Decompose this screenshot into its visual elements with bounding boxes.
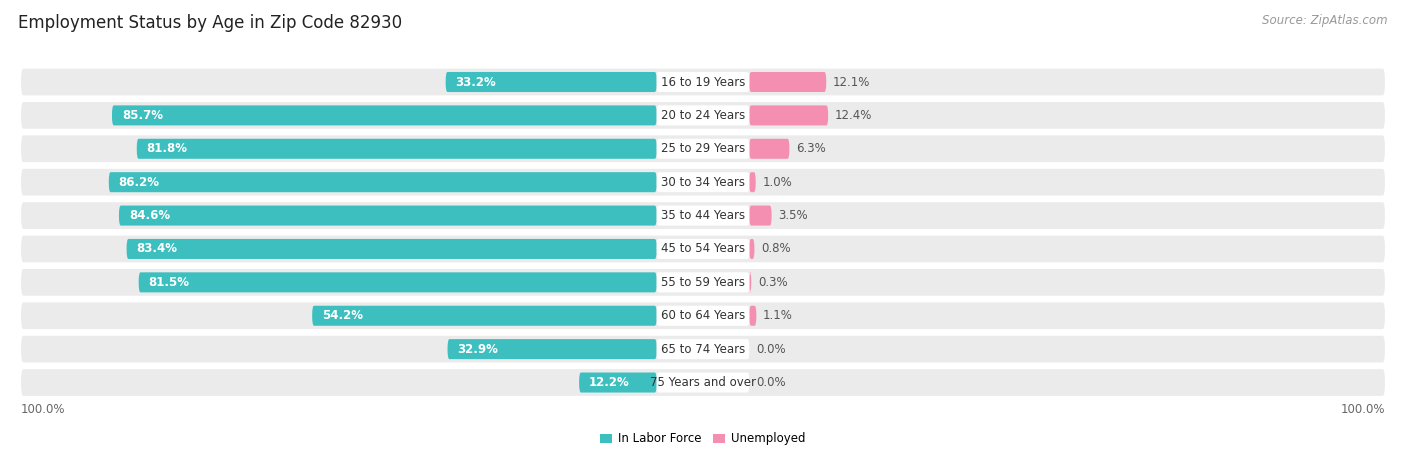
Text: 60 to 64 Years: 60 to 64 Years bbox=[661, 309, 745, 322]
FancyBboxPatch shape bbox=[21, 269, 1385, 296]
FancyBboxPatch shape bbox=[136, 139, 657, 159]
Text: 25 to 29 Years: 25 to 29 Years bbox=[661, 142, 745, 155]
Text: 45 to 54 Years: 45 to 54 Years bbox=[661, 243, 745, 255]
FancyBboxPatch shape bbox=[657, 106, 749, 125]
Text: 1.0%: 1.0% bbox=[762, 176, 792, 189]
FancyBboxPatch shape bbox=[749, 172, 755, 192]
Text: 55 to 59 Years: 55 to 59 Years bbox=[661, 276, 745, 289]
FancyBboxPatch shape bbox=[112, 106, 657, 125]
FancyBboxPatch shape bbox=[21, 235, 1385, 262]
FancyBboxPatch shape bbox=[21, 102, 1385, 129]
Text: 81.8%: 81.8% bbox=[146, 142, 187, 155]
FancyBboxPatch shape bbox=[657, 139, 749, 159]
Text: 86.2%: 86.2% bbox=[118, 176, 160, 189]
Text: 32.9%: 32.9% bbox=[457, 343, 498, 356]
Text: 12.1%: 12.1% bbox=[832, 75, 870, 88]
Text: 100.0%: 100.0% bbox=[1340, 403, 1385, 416]
Text: 84.6%: 84.6% bbox=[129, 209, 170, 222]
Text: 3.5%: 3.5% bbox=[778, 209, 808, 222]
FancyBboxPatch shape bbox=[579, 373, 657, 392]
Text: 12.2%: 12.2% bbox=[589, 376, 630, 389]
FancyBboxPatch shape bbox=[657, 206, 749, 226]
FancyBboxPatch shape bbox=[657, 373, 749, 392]
Text: 65 to 74 Years: 65 to 74 Years bbox=[661, 343, 745, 356]
FancyBboxPatch shape bbox=[120, 206, 657, 226]
Text: 83.4%: 83.4% bbox=[136, 243, 177, 255]
Text: Employment Status by Age in Zip Code 82930: Employment Status by Age in Zip Code 829… bbox=[18, 14, 402, 32]
FancyBboxPatch shape bbox=[657, 339, 749, 359]
Text: 35 to 44 Years: 35 to 44 Years bbox=[661, 209, 745, 222]
FancyBboxPatch shape bbox=[749, 306, 756, 326]
Text: 12.4%: 12.4% bbox=[835, 109, 872, 122]
FancyBboxPatch shape bbox=[446, 72, 657, 92]
FancyBboxPatch shape bbox=[447, 339, 657, 359]
Text: 0.3%: 0.3% bbox=[758, 276, 787, 289]
Text: 6.3%: 6.3% bbox=[796, 142, 825, 155]
FancyBboxPatch shape bbox=[21, 336, 1385, 363]
FancyBboxPatch shape bbox=[312, 306, 657, 326]
FancyBboxPatch shape bbox=[749, 239, 755, 259]
FancyBboxPatch shape bbox=[657, 72, 749, 92]
Text: 75 Years and over: 75 Years and over bbox=[650, 376, 756, 389]
Text: 30 to 34 Years: 30 to 34 Years bbox=[661, 176, 745, 189]
FancyBboxPatch shape bbox=[749, 139, 789, 159]
Text: 20 to 24 Years: 20 to 24 Years bbox=[661, 109, 745, 122]
Text: 85.7%: 85.7% bbox=[122, 109, 163, 122]
Text: 54.2%: 54.2% bbox=[322, 309, 363, 322]
Text: 81.5%: 81.5% bbox=[149, 276, 190, 289]
FancyBboxPatch shape bbox=[139, 272, 657, 292]
FancyBboxPatch shape bbox=[657, 272, 749, 292]
Text: Source: ZipAtlas.com: Source: ZipAtlas.com bbox=[1263, 14, 1388, 27]
Legend: In Labor Force, Unemployed: In Labor Force, Unemployed bbox=[600, 432, 806, 445]
FancyBboxPatch shape bbox=[657, 306, 749, 326]
FancyBboxPatch shape bbox=[749, 272, 751, 292]
Text: 0.0%: 0.0% bbox=[756, 376, 786, 389]
FancyBboxPatch shape bbox=[127, 239, 657, 259]
FancyBboxPatch shape bbox=[21, 169, 1385, 196]
FancyBboxPatch shape bbox=[749, 206, 772, 226]
Text: 33.2%: 33.2% bbox=[456, 75, 496, 88]
Text: 100.0%: 100.0% bbox=[21, 403, 66, 416]
FancyBboxPatch shape bbox=[21, 302, 1385, 329]
Text: 0.8%: 0.8% bbox=[761, 243, 790, 255]
FancyBboxPatch shape bbox=[749, 72, 827, 92]
FancyBboxPatch shape bbox=[108, 172, 657, 192]
Text: 0.0%: 0.0% bbox=[756, 343, 786, 356]
FancyBboxPatch shape bbox=[21, 369, 1385, 396]
FancyBboxPatch shape bbox=[749, 106, 828, 125]
FancyBboxPatch shape bbox=[21, 135, 1385, 162]
FancyBboxPatch shape bbox=[657, 172, 749, 192]
FancyBboxPatch shape bbox=[657, 239, 749, 259]
FancyBboxPatch shape bbox=[21, 69, 1385, 95]
Text: 16 to 19 Years: 16 to 19 Years bbox=[661, 75, 745, 88]
Text: 1.1%: 1.1% bbox=[763, 309, 793, 322]
FancyBboxPatch shape bbox=[21, 202, 1385, 229]
